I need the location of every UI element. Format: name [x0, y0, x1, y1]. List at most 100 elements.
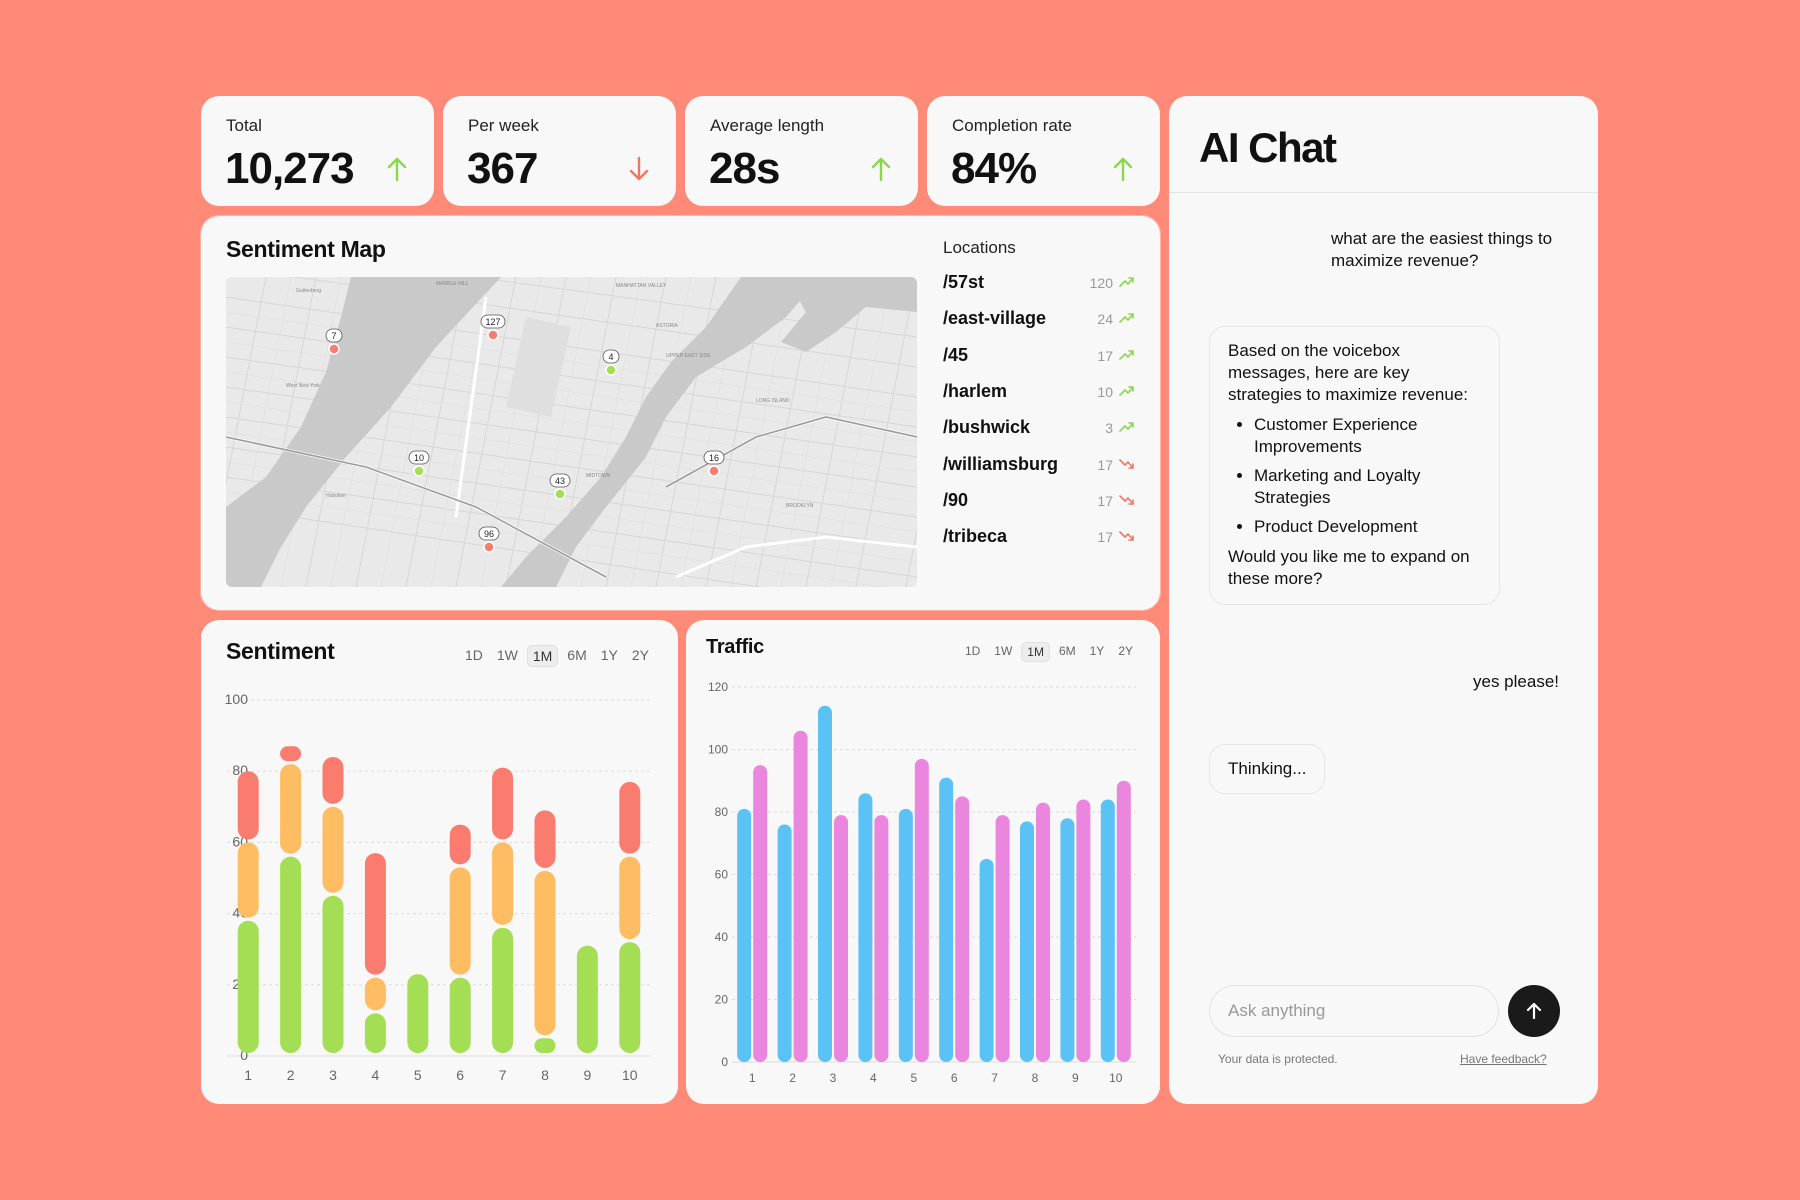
traffic-bar[interactable]: [737, 808, 752, 1062]
sentiment-bar-segment[interactable]: [364, 977, 386, 1011]
traffic-bar[interactable]: [793, 730, 808, 1062]
traffic-bar[interactable]: [858, 793, 873, 1062]
timeframe-1m[interactable]: 1M: [1021, 642, 1050, 662]
sentiment-bar-segment[interactable]: [534, 870, 556, 1036]
sentiment-bar-segment[interactable]: [407, 974, 429, 1053]
timeframe-2y[interactable]: 2Y: [631, 647, 649, 663]
traffic-bar[interactable]: [1036, 802, 1050, 1062]
location-row[interactable]: /45 17: [943, 345, 1135, 369]
sentiment-bar-segment[interactable]: [492, 767, 514, 840]
location-row[interactable]: /90 17: [943, 490, 1135, 514]
traffic-bar[interactable]: [939, 777, 954, 1062]
send-button[interactable]: [1508, 985, 1560, 1037]
traffic-bar[interactable]: [995, 815, 1010, 1062]
location-row[interactable]: /tribeca 17: [943, 526, 1135, 550]
location-count: 24: [1097, 311, 1113, 328]
traffic-bar[interactable]: [1076, 799, 1091, 1063]
stat-card-total: Total 10,273: [201, 96, 434, 206]
sentiment-bar-segment[interactable]: [364, 1013, 386, 1053]
sentiment-bar-segment[interactable]: [449, 867, 471, 975]
sentiment-bar-segment[interactable]: [322, 806, 344, 893]
traffic-bar[interactable]: [1100, 799, 1115, 1063]
sentiment-bar-segment[interactable]: [237, 842, 259, 918]
stat-value: 10,273: [225, 144, 355, 193]
timeframe-2y[interactable]: 2Y: [1118, 644, 1133, 658]
timeframe-6m[interactable]: 6M: [1058, 644, 1076, 658]
map-marker-label: 10: [414, 453, 424, 463]
chat-input[interactable]: [1209, 985, 1499, 1037]
sentiment-bar-segment[interactable]: [280, 856, 302, 1053]
map-marker[interactable]: 96: [478, 526, 500, 553]
trend-up-icon: [1119, 349, 1134, 360]
location-row[interactable]: /57st 120: [943, 272, 1135, 296]
map-marker[interactable]: 43: [549, 473, 571, 500]
map-marker[interactable]: 16: [703, 450, 725, 477]
sentiment-bar-segment[interactable]: [322, 756, 344, 804]
sentiment-bar-segment[interactable]: [492, 842, 514, 925]
sentiment-map-card: Sentiment Map Gu: [200, 215, 1161, 611]
location-row[interactable]: /east-village 24: [943, 308, 1135, 332]
map-marker-label: 4: [608, 352, 613, 362]
sentiment-bar-segment[interactable]: [619, 856, 641, 940]
traffic-bar[interactable]: [1060, 818, 1075, 1062]
sentiment-bar-segment[interactable]: [280, 746, 302, 762]
map-marker[interactable]: 127: [480, 314, 506, 341]
sentiment-bar-segment[interactable]: [534, 1038, 556, 1053]
map-marker[interactable]: 4: [602, 349, 620, 376]
location-name: /harlem: [943, 380, 1008, 401]
sentiment-bar-segment[interactable]: [364, 853, 386, 975]
map-marker[interactable]: 10: [408, 450, 430, 477]
sentiment-bar-segment[interactable]: [449, 977, 471, 1053]
sentiment-bar-segment[interactable]: [280, 764, 302, 854]
map-marker[interactable]: 7: [325, 328, 343, 355]
svg-text:MANHATTAN VALLEY: MANHATTAN VALLEY: [616, 283, 667, 289]
ai-chat-panel: AI Chat what are the easiest things to m…: [1169, 96, 1598, 1104]
location-row[interactable]: /harlem 10: [943, 381, 1135, 405]
sentiment-map-title: Sentiment Map: [226, 236, 386, 262]
sentiment-bar-segment[interactable]: [237, 771, 259, 840]
divider: [1169, 192, 1598, 193]
timeframe-6m[interactable]: 6M: [567, 647, 587, 663]
traffic-bar[interactable]: [955, 796, 970, 1062]
location-count: 120: [1089, 275, 1113, 291]
y-tick-label: 40: [715, 930, 729, 944]
traffic-bar[interactable]: [777, 824, 792, 1063]
traffic-bar[interactable]: [898, 808, 913, 1062]
x-tick-label: 5: [414, 1067, 422, 1083]
sentiment-bar-segment[interactable]: [576, 945, 598, 1053]
traffic-bar[interactable]: [818, 705, 832, 1062]
x-tick-label: 10: [622, 1067, 638, 1083]
y-tick-label: 100: [225, 691, 249, 707]
traffic-bar[interactable]: [834, 815, 848, 1062]
feedback-link[interactable]: Have feedback?: [1460, 1052, 1547, 1066]
city-map[interactable]: Guttenberg MARBLE HILL ASTORIA MANHATTAN V…: [226, 277, 917, 587]
trend-up-icon: [1119, 386, 1134, 396]
sentiment-bar-segment[interactable]: [322, 895, 344, 1053]
timeframe-1w[interactable]: 1W: [496, 647, 518, 663]
timeframe-1m[interactable]: 1M: [526, 645, 559, 667]
trend-up-icon: [1119, 422, 1134, 432]
svg-text:MARBLE HILL: MARBLE HILL: [436, 281, 469, 287]
timeframe-1w[interactable]: 1W: [994, 644, 1013, 658]
timeframe-1y[interactable]: 1Y: [600, 647, 618, 663]
timeframe-1d[interactable]: 1D: [964, 644, 981, 658]
traffic-bar[interactable]: [874, 815, 889, 1062]
svg-text:BROOKLYN: BROOKLYN: [786, 503, 814, 509]
timeframe-1d[interactable]: 1D: [464, 647, 483, 663]
traffic-bar[interactable]: [979, 858, 994, 1062]
sentiment-bar-segment[interactable]: [619, 781, 641, 854]
sentiment-bar-segment[interactable]: [619, 942, 641, 1053]
location-row[interactable]: /williamsburg 17: [943, 454, 1135, 478]
traffic-bar[interactable]: [1116, 780, 1131, 1062]
y-tick-label: 20: [715, 993, 729, 1007]
timeframe-1y[interactable]: 1Y: [1089, 644, 1105, 658]
location-count: 17: [1097, 492, 1113, 509]
traffic-bar[interactable]: [914, 758, 929, 1062]
sentiment-bar-segment[interactable]: [534, 810, 556, 868]
sentiment-bar-segment[interactable]: [492, 927, 514, 1053]
sentiment-bar-segment[interactable]: [237, 920, 259, 1053]
traffic-bar[interactable]: [753, 765, 768, 1062]
sentiment-bar-segment[interactable]: [449, 824, 471, 865]
traffic-bar[interactable]: [1020, 821, 1034, 1062]
location-row[interactable]: /bushwick 3: [943, 417, 1135, 441]
